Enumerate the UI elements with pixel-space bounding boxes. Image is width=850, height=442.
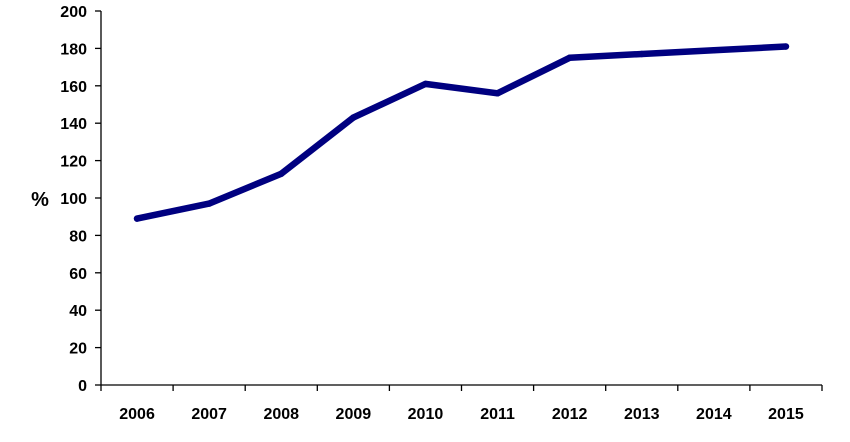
x-axis: 2006 2007 2008 2009 2010 2011 2012 2013 2014 2015 (100, 384, 823, 423)
series-layer (133, 43, 790, 222)
y-tick-label: 200 (60, 4, 87, 21)
data-point (638, 50, 645, 58)
y-tick-label: 120 (60, 154, 87, 171)
x-tick-label: 2010 (408, 406, 444, 423)
x-tick-label: 2007 (191, 406, 227, 423)
data-point (278, 170, 285, 177)
data-point (494, 90, 501, 97)
x-tick-label: 2008 (263, 406, 299, 423)
x-tick-label: 2012 (552, 406, 588, 423)
x-tick-label: 2011 (480, 406, 515, 423)
data-point (566, 54, 573, 61)
series-line (133, 43, 790, 222)
y-tick-label: 80 (69, 228, 87, 245)
y-axis: 0 20 40 60 80 100 120 140 160 180 200 (60, 4, 102, 395)
x-tick-label: 2015 (768, 406, 804, 423)
data-point (782, 43, 790, 50)
y-tick-label: 20 (69, 341, 87, 358)
y-tick-label: 140 (60, 116, 87, 133)
y-tick-label: 0 (78, 378, 87, 395)
y-tick-label: 40 (69, 303, 87, 320)
x-tick-label: 2014 (696, 406, 732, 423)
y-axis-title: % (31, 189, 49, 211)
y-tick-label: 60 (69, 266, 87, 283)
x-tick-label: 2013 (624, 406, 660, 423)
x-tick-label: 2006 (119, 406, 155, 423)
data-point (350, 114, 357, 121)
data-point (133, 215, 141, 222)
data-point (422, 80, 429, 88)
data-point (710, 47, 718, 54)
y-tick-label: 180 (60, 41, 87, 58)
x-tick-label: 2009 (336, 406, 372, 423)
y-tick-label: 100 (60, 191, 87, 208)
y-tick-label: 160 (60, 79, 87, 96)
data-point (205, 200, 213, 207)
